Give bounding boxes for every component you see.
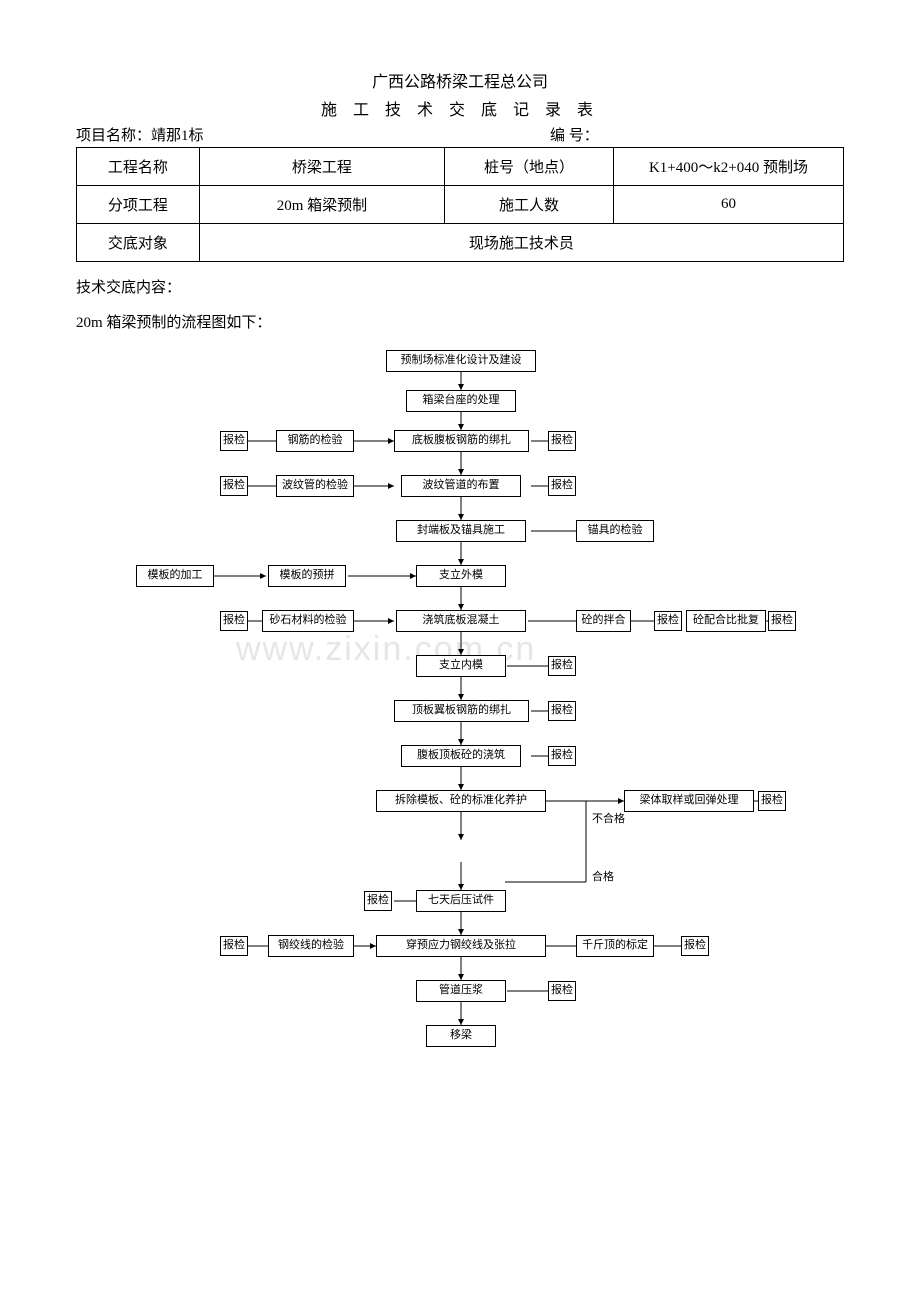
- tag-baojian: 报检: [220, 936, 248, 956]
- cell-target-value: 现场施工技术员: [199, 224, 843, 262]
- tag-baojian: 报检: [654, 611, 682, 631]
- flow-node: 腹板顶板砼的浇筑: [401, 745, 521, 767]
- flow-node: 底板腹板钢筋的绑扎: [394, 430, 529, 452]
- cell-subitem-label: 分项工程: [77, 186, 200, 224]
- flow-node: 梁体取样或回弹处理: [624, 790, 754, 812]
- flow-node: 模板的预拼: [268, 565, 346, 587]
- tag-baojian: 报检: [364, 891, 392, 911]
- tag-baojian: 报检: [220, 476, 248, 496]
- tag-baojian: 报检: [220, 431, 248, 451]
- flow-node: 预制场标准化设计及建设: [386, 350, 536, 372]
- flow-node: 支立内模: [416, 655, 506, 677]
- table-row: 交底对象 现场施工技术员: [77, 224, 844, 262]
- cell-target-label: 交底对象: [77, 224, 200, 262]
- flow-node: 移梁: [426, 1025, 496, 1047]
- company-name: 广西公路桥梁工程总公司: [76, 68, 844, 92]
- flow-node: 箱梁台座的处理: [406, 390, 516, 412]
- flowchart: www.zixin.com.cn: [76, 350, 846, 1150]
- flow-node: 浇筑底板混凝土: [396, 610, 526, 632]
- flow-node: 千斤顶的标定: [576, 935, 654, 957]
- tag-baojian: 报检: [548, 656, 576, 676]
- info-table: 工程名称 桥梁工程 桩号（地点） K1+400～k2+040 预制场 分项工程 …: [76, 147, 844, 262]
- flow-node: 波纹管的检验: [276, 475, 354, 497]
- tag-baojian: 报检: [681, 936, 709, 956]
- tag-baojian: 报检: [758, 791, 786, 811]
- flow-intro: 20m 箱梁预制的流程图如下：: [76, 311, 844, 332]
- table-row: 工程名称 桥梁工程 桩号（地点） K1+400～k2+040 预制场: [77, 148, 844, 186]
- tag-baojian: 报检: [548, 981, 576, 1001]
- flow-node: 封端板及锚具施工: [396, 520, 526, 542]
- flow-node: 顶板翼板钢筋的绑扎: [394, 700, 529, 722]
- content-label: 技术交底内容：: [76, 276, 844, 297]
- flow-node: 钢绞线的检验: [268, 935, 354, 957]
- label-pass: 合格: [592, 868, 614, 884]
- tag-baojian: 报检: [548, 431, 576, 451]
- cell-engname-label: 工程名称: [77, 148, 200, 186]
- cell-station-value: K1+400～k2+040 预制场: [613, 148, 843, 186]
- tag-baojian: 报检: [220, 611, 248, 631]
- flow-node: 砂石材料的检验: [262, 610, 354, 632]
- tag-baojian: 报检: [548, 476, 576, 496]
- table-row: 分项工程 20m 箱梁预制 施工人数 60: [77, 186, 844, 224]
- tag-baojian: 报检: [768, 611, 796, 631]
- cell-subitem-value: 20m 箱梁预制: [199, 186, 444, 224]
- flow-node: 波纹管道的布置: [401, 475, 521, 497]
- flow-node: 砼配合比批复: [686, 610, 766, 632]
- project-label: 项目名称：: [76, 128, 151, 144]
- flow-node: 支立外模: [416, 565, 506, 587]
- doc-title: 施 工 技 术 交 底 记 录 表: [76, 96, 844, 120]
- tag-baojian: 报检: [548, 701, 576, 721]
- flow-node: 砼的拌合: [576, 610, 631, 632]
- cell-workers-value: 60: [613, 186, 843, 224]
- flow-node: 拆除模板、砼的标准化养护: [376, 790, 546, 812]
- label-fail: 不合格: [592, 810, 625, 826]
- flow-node: 穿预应力钢绞线及张拉: [376, 935, 546, 957]
- project-value: 靖那1标: [151, 128, 204, 144]
- cell-engname-value: 桥梁工程: [199, 148, 444, 186]
- flow-node: 管道压浆: [416, 980, 506, 1002]
- meta-row: 项目名称：靖那1标 编 号：: [76, 124, 844, 145]
- flow-node: 模板的加工: [136, 565, 214, 587]
- cell-workers-label: 施工人数: [445, 186, 614, 224]
- flow-node: 七天后压试件: [416, 890, 506, 912]
- number-label: 编 号：: [550, 128, 599, 144]
- flow-node: 钢筋的检验: [276, 430, 354, 452]
- tag-baojian: 报检: [548, 746, 576, 766]
- cell-station-label: 桩号（地点）: [445, 148, 614, 186]
- flow-node: 锚具的检验: [576, 520, 654, 542]
